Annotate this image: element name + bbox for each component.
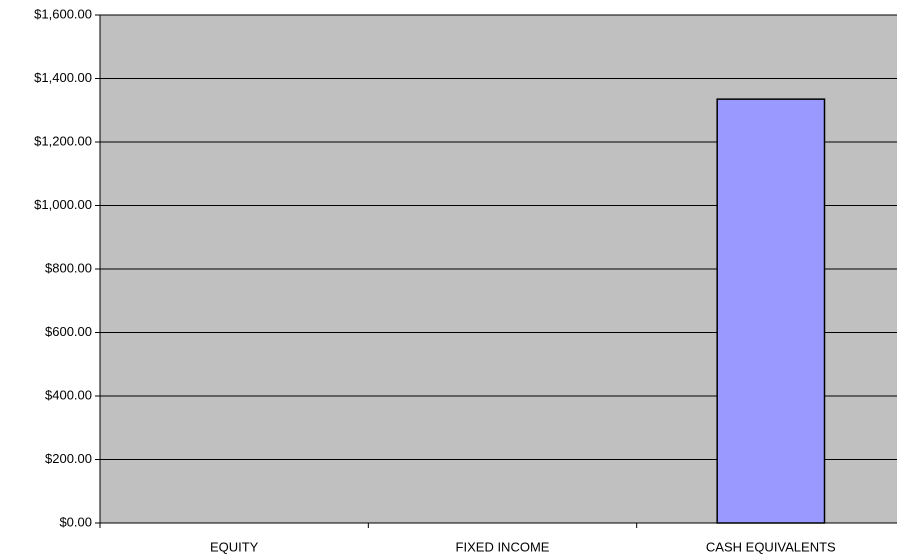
y-tick-label: $1,400.00 xyxy=(34,70,92,85)
y-tick-label: $1,000.00 xyxy=(34,197,92,212)
y-tick-label: $800.00 xyxy=(45,260,92,275)
x-tick-label: CASH EQUIVALENTS xyxy=(706,539,836,554)
x-tick-label: EQUITY xyxy=(210,539,259,554)
x-tick-label: FIXED INCOME xyxy=(456,539,550,554)
y-tick-label: $600.00 xyxy=(45,324,92,339)
bar xyxy=(716,98,826,524)
y-tick-label: $200.00 xyxy=(45,451,92,466)
y-tick-label: $1,600.00 xyxy=(34,6,92,21)
y-tick-label: $400.00 xyxy=(45,387,92,402)
y-tick-label: $0.00 xyxy=(59,514,92,529)
y-tick-label: $1,200.00 xyxy=(34,133,92,148)
